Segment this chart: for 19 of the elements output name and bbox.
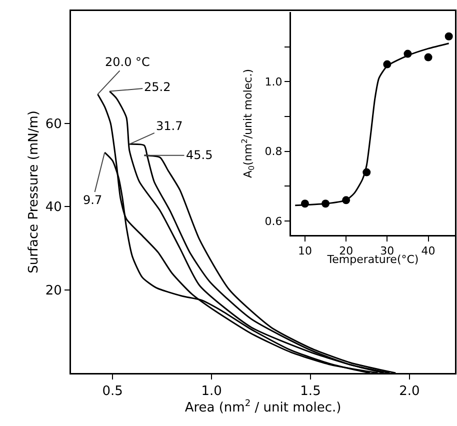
x-tick-label: 1.0 bbox=[201, 384, 222, 400]
y-tick-label: 0.6 bbox=[264, 214, 282, 228]
x-tick-label: 10 bbox=[298, 244, 312, 258]
x-axis-title: Area (nm$^{2}$ / unit molec.) bbox=[184, 399, 342, 416]
x-tick-label: 40 bbox=[421, 244, 436, 258]
x-tick-label: 1.5 bbox=[300, 384, 321, 400]
y-tick-label: 20 bbox=[45, 283, 62, 298]
series-label: 9.7 bbox=[83, 193, 102, 207]
x-tick-label: 2.0 bbox=[399, 384, 420, 400]
y-tick-label: 60 bbox=[45, 116, 62, 132]
y-tick-label: 40 bbox=[45, 200, 62, 216]
y-tick-label: 0.8 bbox=[264, 145, 282, 158]
text: 25.2 bbox=[144, 80, 171, 94]
text: 20.0 °C bbox=[105, 55, 150, 69]
x-tick-label: 0.5 bbox=[102, 384, 123, 400]
y-axis-title: Surface Pressure (mN/m) bbox=[26, 110, 42, 274]
series-label: 45.5 bbox=[186, 148, 213, 162]
y-tick-label: 1.0 bbox=[264, 76, 282, 89]
series-label: 31.7 bbox=[156, 119, 183, 133]
